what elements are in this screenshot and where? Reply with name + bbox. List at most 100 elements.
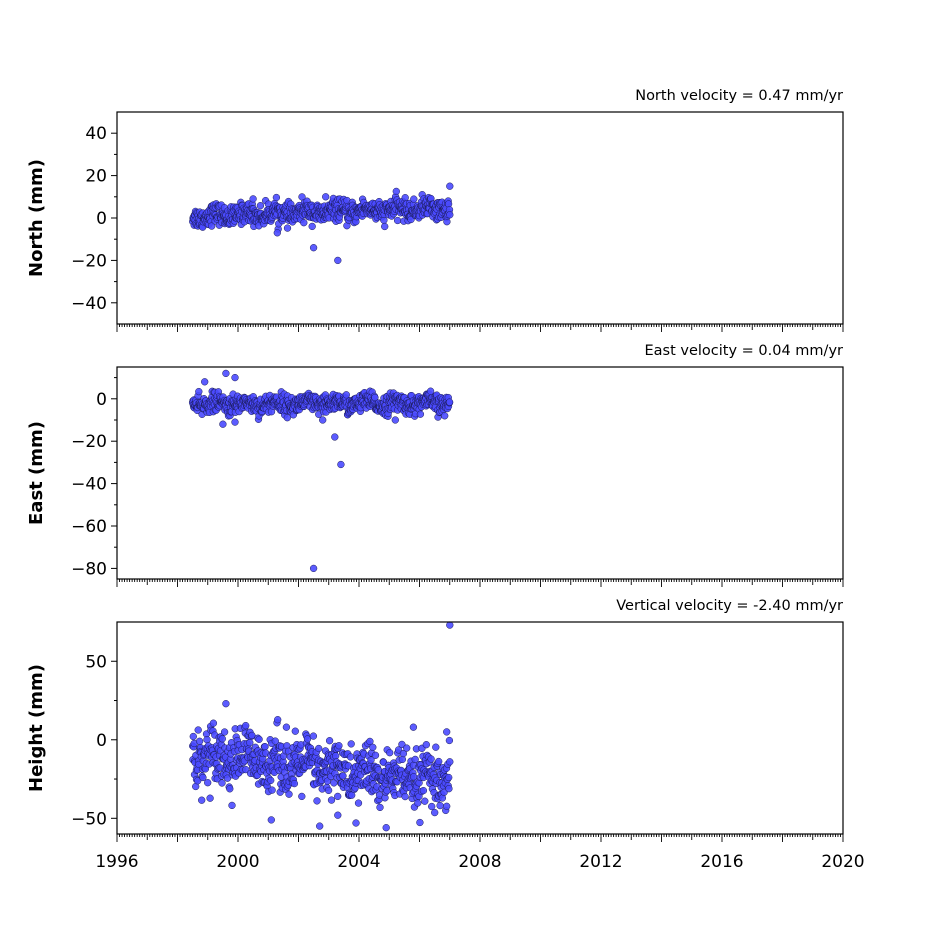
data-point [422,741,430,749]
data-point [282,723,291,731]
data-point [334,256,342,265]
east-plot-area: −80 −60 −40 −20 0 [71,366,844,587]
data-point [242,765,250,774]
data-point [309,732,318,740]
y-tick-label: −40 [71,475,107,495]
data-point [337,460,345,469]
panel-height: Vertical velocity = -2.40 mm/yr Height (… [26,598,865,872]
north-plot-area: −40 −20 0 20 40 [71,111,844,332]
data-point [335,742,343,750]
data-point [194,777,202,785]
data-point [204,779,212,787]
data-point [209,719,218,727]
data-point [446,758,454,766]
data-point [445,398,454,406]
data-point [371,751,380,759]
y-tick-label: 40 [85,124,107,144]
data-point [381,222,389,231]
data-point [410,195,418,203]
data-point [298,792,306,801]
data-point [421,797,429,805]
data-point [409,723,418,731]
y-tick-label: −50 [71,809,107,829]
y-tick-label: −40 [71,294,107,314]
data-point [416,818,424,827]
data-point [220,728,229,736]
data-point [231,373,239,382]
panel-north: North velocity = 0.47 mm/yr North (mm) −… [26,88,844,332]
data-point [248,731,256,740]
x-tick-label: 2016 [700,852,743,872]
x-tick-label: 2000 [216,852,259,872]
y-tick-label: −80 [71,559,107,579]
data-point [416,410,425,418]
data-point [206,794,214,802]
data-point [435,757,443,766]
data-point [303,735,312,743]
data-point [446,621,454,629]
data-point [346,753,355,761]
data-point [446,182,454,190]
data-point [443,728,451,736]
data-point [369,743,377,751]
data-point [325,737,334,745]
data-point [208,222,216,230]
data-point [334,792,342,801]
data-point [249,195,257,203]
y-tick-label: −60 [71,517,107,537]
data-point [431,808,439,817]
data-points [189,182,454,265]
data-point [319,416,327,424]
y-tick-label: 20 [85,167,107,187]
data-point [308,222,316,231]
data-point [271,737,279,745]
data-point [285,790,293,798]
data-point [414,799,422,807]
height-plot-area: −50 0 50 1996 2000 2004 2008 2012 2016 2020 [71,621,865,872]
data-point [339,772,347,780]
data-point [195,387,203,396]
data-point [256,202,265,210]
data-point [309,564,318,573]
data-point [399,749,408,758]
data-point [445,773,453,782]
data-point [222,369,230,378]
data-point [201,378,209,386]
data-point [394,746,403,754]
data-point [272,193,281,202]
data-point [446,211,454,219]
data-point [419,786,428,795]
data-point [441,412,449,420]
data-point [411,755,419,764]
data-point [203,736,211,744]
data-point [347,740,355,748]
data-point [226,785,234,793]
data-point [427,755,435,763]
data-point [228,801,236,810]
data-point [218,735,226,743]
data-point [300,219,308,227]
height-velocity-title: Vertical velocity = -2.40 mm/yr [616,598,843,614]
data-point [432,743,440,751]
data-point [376,803,384,812]
data-point [386,749,394,757]
y-tick-label: 0 [96,731,107,751]
data-point [242,721,250,730]
data-point [391,416,399,424]
data-point [403,744,411,752]
east-y-axis-label: East (mm) [26,421,47,525]
data-point [222,700,230,708]
data-point [291,727,299,735]
data-point [313,797,321,805]
data-point [316,822,324,830]
data-point [324,786,333,795]
data-point [443,802,451,810]
x-tick-label: 2020 [821,852,864,872]
north-velocity-title: North velocity = 0.47 mm/yr [635,88,843,104]
y-tick-label: −20 [71,432,107,452]
x-tick-label: 2004 [337,852,380,872]
data-point [354,799,363,807]
data-point [273,229,281,237]
data-point [393,216,402,225]
